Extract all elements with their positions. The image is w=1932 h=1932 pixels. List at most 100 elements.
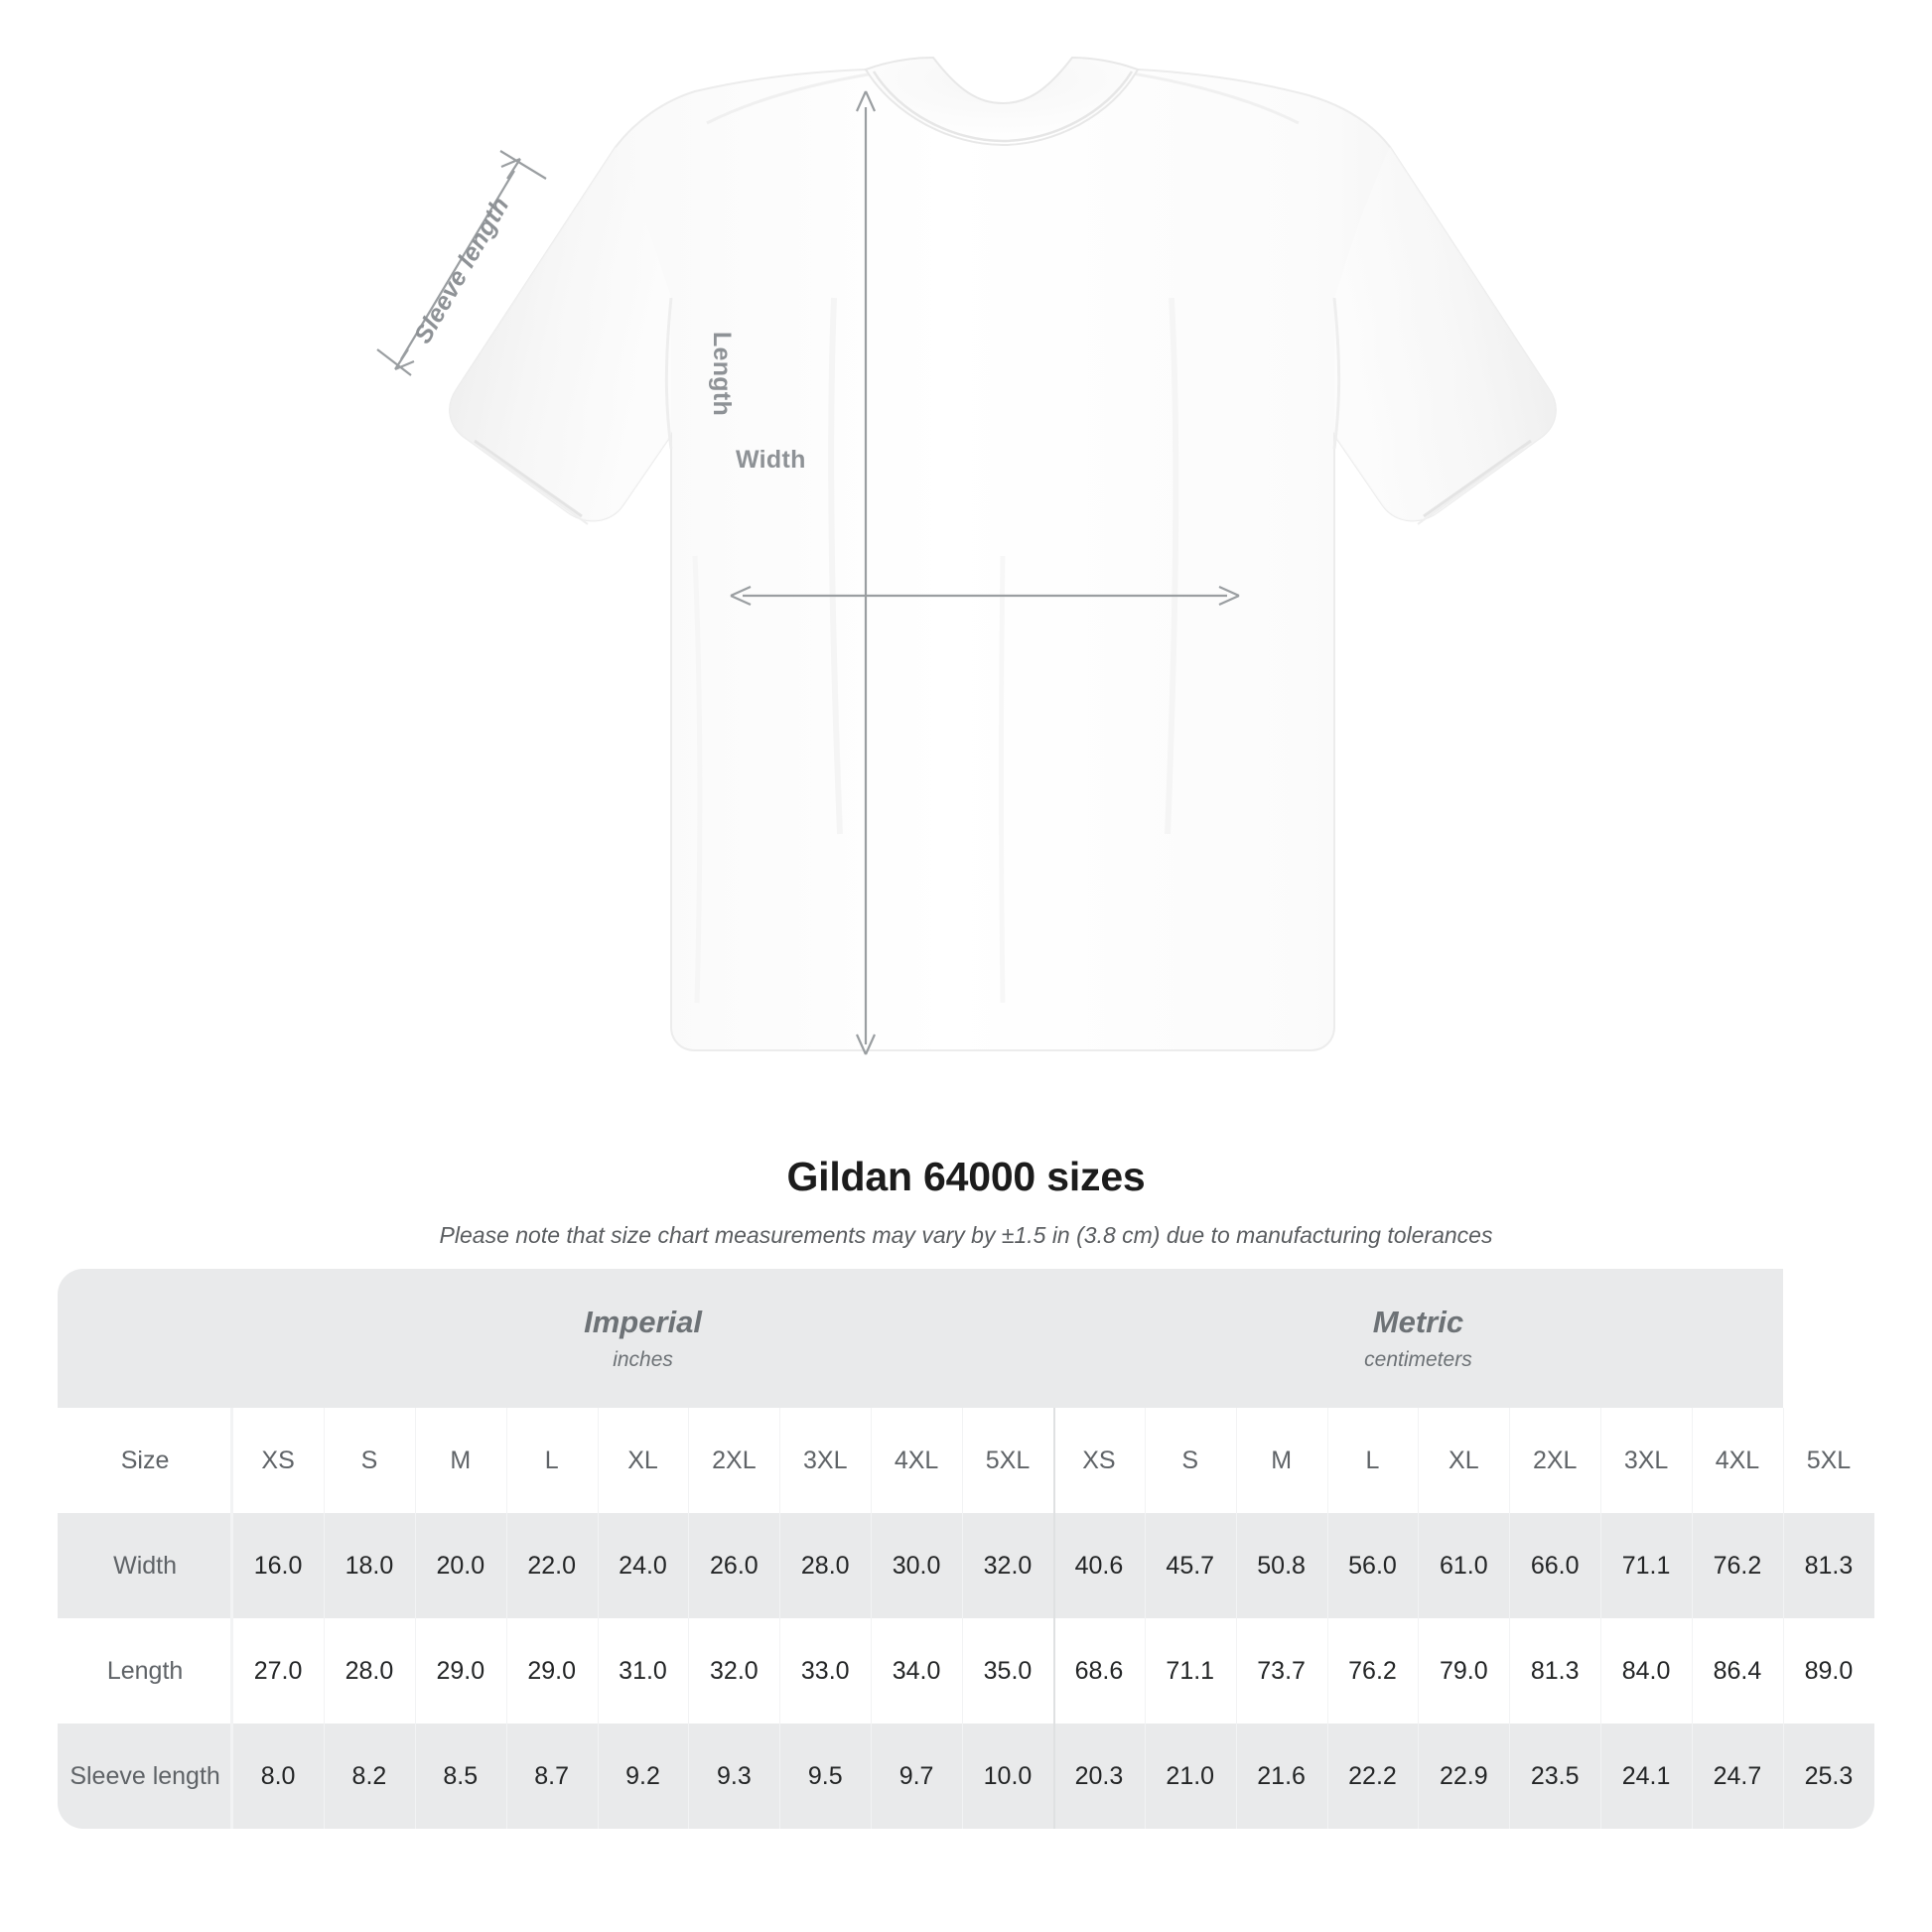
row-label-sleeve-length: Sleeve length — [58, 1724, 233, 1829]
metric-unit: centimeters — [1364, 1348, 1472, 1372]
row-label-width: Width — [58, 1513, 233, 1618]
cell-length-metric-4xl: 86.4 — [1691, 1618, 1783, 1724]
imperial-header: Imperial inches — [232, 1269, 1053, 1408]
cell-width-metric-2xl: 66.0 — [1509, 1513, 1601, 1618]
cell-length-metric-xs: 68.6 — [1052, 1618, 1145, 1724]
cell-sleeve-metric-2xl: 23.5 — [1509, 1724, 1601, 1829]
cell-sleeve-metric-l: 22.2 — [1326, 1724, 1419, 1829]
row-header-size: Size — [58, 1408, 233, 1513]
cell-length-imperial-5xl: 35.0 — [962, 1618, 1053, 1724]
size-col-metric-2xl: 2XL — [1509, 1408, 1601, 1513]
size-col-imperial-3xl: 3XL — [779, 1408, 872, 1513]
page-title: Gildan 64000 sizes — [786, 1154, 1146, 1199]
cell-width-imperial-2xl: 26.0 — [688, 1513, 780, 1618]
metric-header: Metric centimeters — [1052, 1269, 1783, 1408]
cell-width-metric-5xl: 81.3 — [1782, 1513, 1874, 1618]
cell-sleeve-metric-xs: 20.3 — [1052, 1724, 1145, 1829]
cell-width-metric-m: 50.8 — [1235, 1513, 1327, 1618]
size-col-imperial-4xl: 4XL — [871, 1408, 963, 1513]
cell-length-metric-m: 73.7 — [1235, 1618, 1327, 1724]
cell-sleeve-metric-4xl: 24.7 — [1691, 1724, 1783, 1829]
cell-width-imperial-xl: 24.0 — [597, 1513, 689, 1618]
table-row-length: Length 27.0 28.0 29.0 29.0 31.0 32.0 33.… — [58, 1618, 1874, 1724]
cell-sleeve-imperial-5xl: 10.0 — [962, 1724, 1053, 1829]
cell-width-imperial-4xl: 30.0 — [871, 1513, 963, 1618]
length-guide-line — [855, 90, 877, 1055]
size-col-metric-4xl: 4XL — [1691, 1408, 1783, 1513]
cell-sleeve-metric-5xl: 25.3 — [1782, 1724, 1874, 1829]
cell-length-metric-2xl: 81.3 — [1509, 1618, 1601, 1724]
unit-system-header-row: Imperial inches Metric centimeters — [58, 1269, 1874, 1408]
cell-length-imperial-4xl: 34.0 — [871, 1618, 963, 1724]
cell-width-metric-s: 45.7 — [1144, 1513, 1236, 1618]
width-label: Width — [736, 446, 806, 474]
sleeve-length-guide-line — [376, 150, 547, 376]
length-label: Length — [708, 331, 737, 417]
cell-width-imperial-m: 20.0 — [414, 1513, 506, 1618]
measurement-guides — [376, 90, 1240, 1055]
cell-sleeve-imperial-s: 8.2 — [324, 1724, 415, 1829]
cell-length-imperial-s: 28.0 — [324, 1618, 415, 1724]
size-header-row: Size XS S M L XL 2XL 3XL 4XL 5XL XS S M … — [58, 1408, 1874, 1513]
cell-sleeve-imperial-3xl: 9.5 — [779, 1724, 872, 1829]
cell-length-metric-xl: 79.0 — [1418, 1618, 1510, 1724]
cell-width-imperial-5xl: 32.0 — [962, 1513, 1053, 1618]
cell-length-imperial-xs: 27.0 — [232, 1618, 324, 1724]
cell-length-metric-5xl: 89.0 — [1782, 1618, 1874, 1724]
unit-header-spacer — [58, 1269, 233, 1408]
cell-sleeve-imperial-xs: 8.0 — [232, 1724, 324, 1829]
cell-width-metric-xl: 61.0 — [1418, 1513, 1510, 1618]
cell-length-metric-3xl: 84.0 — [1600, 1618, 1692, 1724]
size-col-metric-s: S — [1144, 1408, 1236, 1513]
cell-sleeve-imperial-4xl: 9.7 — [871, 1724, 963, 1829]
size-col-imperial-l: L — [505, 1408, 598, 1513]
cell-sleeve-metric-s: 21.0 — [1144, 1724, 1236, 1829]
size-col-metric-xl: XL — [1418, 1408, 1510, 1513]
tolerance-note: Please note that size chart measurements… — [439, 1222, 1493, 1248]
cell-width-metric-4xl: 76.2 — [1691, 1513, 1783, 1618]
cell-sleeve-imperial-m: 8.5 — [414, 1724, 506, 1829]
cell-width-imperial-3xl: 28.0 — [779, 1513, 872, 1618]
size-chart-table-wrapper: Imperial inches Metric centimeters Size … — [58, 1269, 1874, 1829]
size-col-imperial-2xl: 2XL — [688, 1408, 780, 1513]
cell-sleeve-imperial-2xl: 9.3 — [688, 1724, 780, 1829]
metric-name: Metric — [1372, 1304, 1464, 1339]
size-col-metric-xs: XS — [1052, 1408, 1145, 1513]
cell-width-imperial-s: 18.0 — [324, 1513, 415, 1618]
table-row-sleeve-length: Sleeve length 8.0 8.2 8.5 8.7 9.2 9.3 9.… — [58, 1724, 1874, 1829]
cell-width-imperial-l: 22.0 — [505, 1513, 598, 1618]
size-col-metric-5xl: 5XL — [1782, 1408, 1874, 1513]
width-guide-line — [730, 585, 1240, 607]
cell-sleeve-metric-3xl: 24.1 — [1600, 1724, 1692, 1829]
cell-length-imperial-2xl: 32.0 — [688, 1618, 780, 1724]
cell-length-imperial-l: 29.0 — [505, 1618, 598, 1724]
size-chart-table: Imperial inches Metric centimeters Size … — [58, 1269, 1874, 1829]
cell-width-imperial-xs: 16.0 — [232, 1513, 324, 1618]
cell-sleeve-imperial-xl: 9.2 — [597, 1724, 689, 1829]
cell-length-imperial-3xl: 33.0 — [779, 1618, 872, 1724]
cell-length-metric-l: 76.2 — [1326, 1618, 1419, 1724]
cell-sleeve-metric-xl: 22.9 — [1418, 1724, 1510, 1829]
tshirt-diagram — [376, 56, 1557, 1055]
cell-length-imperial-xl: 31.0 — [597, 1618, 689, 1724]
cell-sleeve-metric-m: 21.6 — [1235, 1724, 1327, 1829]
cell-sleeve-imperial-l: 8.7 — [505, 1724, 598, 1829]
cell-width-metric-xs: 40.6 — [1052, 1513, 1145, 1618]
size-col-metric-l: L — [1326, 1408, 1419, 1513]
size-col-imperial-m: M — [414, 1408, 506, 1513]
cell-width-metric-l: 56.0 — [1326, 1513, 1419, 1618]
size-col-metric-m: M — [1235, 1408, 1327, 1513]
size-col-imperial-s: S — [324, 1408, 415, 1513]
tshirt-body — [449, 56, 1557, 1051]
cell-length-metric-s: 71.1 — [1144, 1618, 1236, 1724]
cell-width-metric-3xl: 71.1 — [1600, 1513, 1692, 1618]
size-col-imperial-xl: XL — [597, 1408, 689, 1513]
size-col-imperial-5xl: 5XL — [962, 1408, 1053, 1513]
size-col-imperial-xs: XS — [232, 1408, 324, 1513]
cell-length-imperial-m: 29.0 — [414, 1618, 506, 1724]
imperial-unit: inches — [613, 1348, 673, 1372]
chart-heading: Gildan 64000 sizes Please note that size… — [0, 1154, 1932, 1249]
table-row-width: Width 16.0 18.0 20.0 22.0 24.0 26.0 28.0… — [58, 1513, 1874, 1618]
row-label-length: Length — [58, 1618, 233, 1724]
tshirt-illustration: Sleeve length Length Width — [376, 56, 1557, 1055]
